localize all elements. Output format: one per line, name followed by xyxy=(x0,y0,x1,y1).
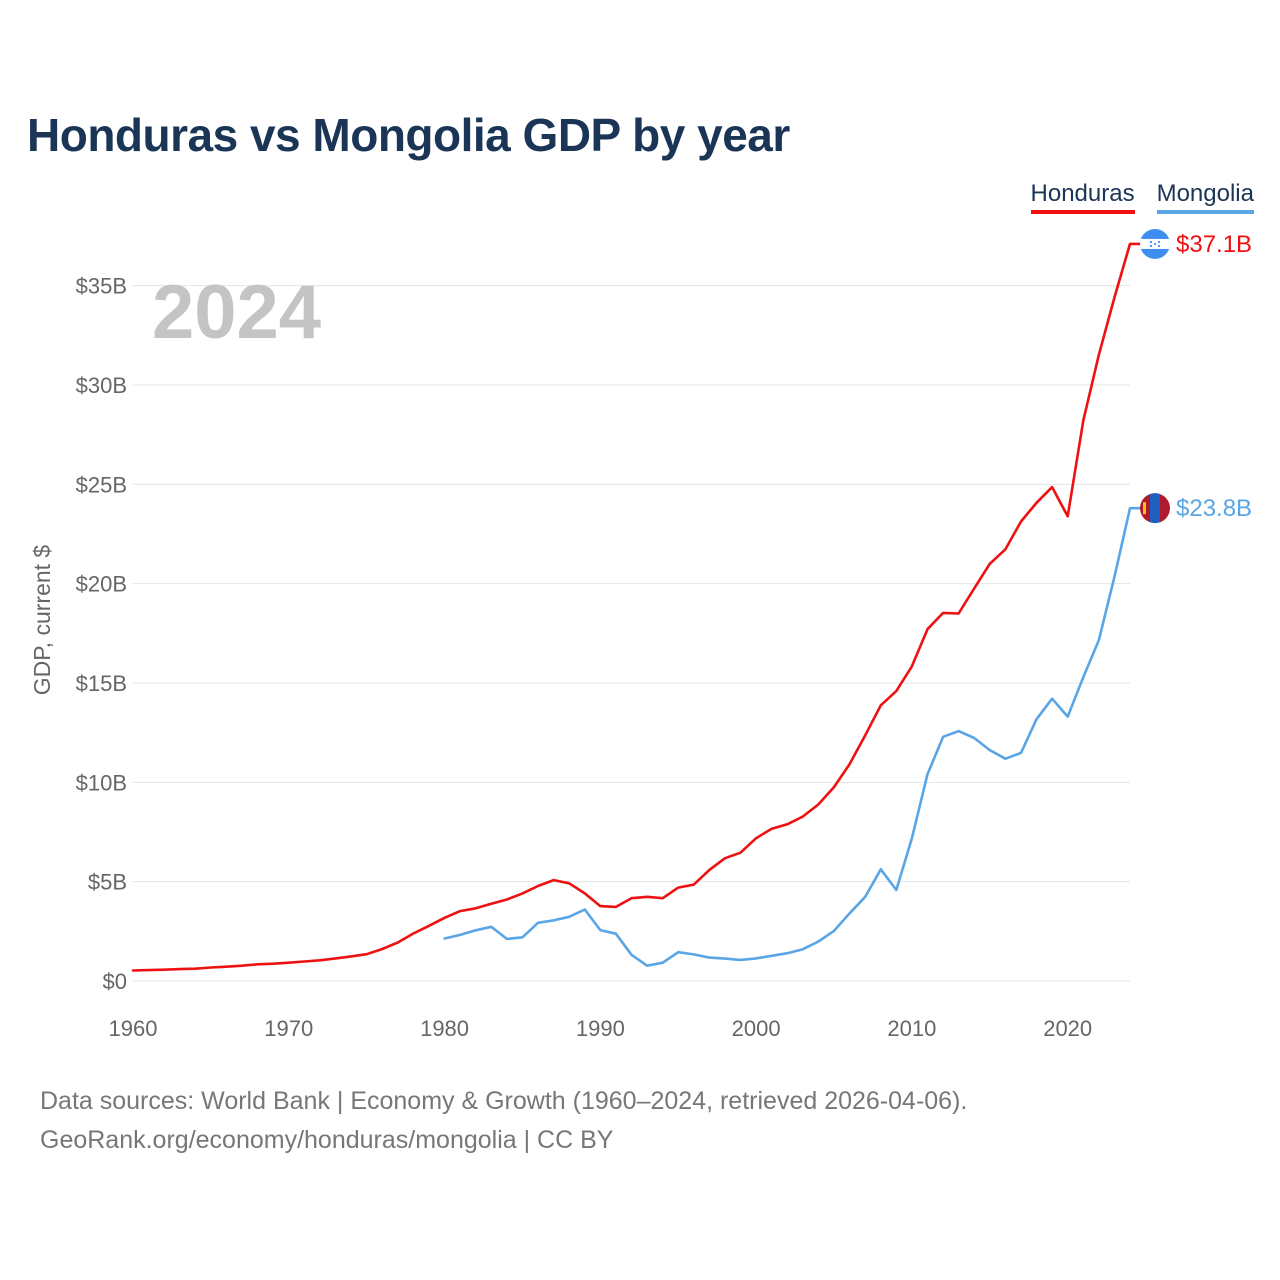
footer-source: Data sources: World Bank | Economy & Gro… xyxy=(40,1087,968,1115)
series-line-honduras[interactable] xyxy=(131,242,1143,972)
legend: Honduras Mongolia xyxy=(1030,180,1254,214)
series-lines xyxy=(131,242,1143,972)
legend-item-mongolia[interactable]: Mongolia xyxy=(1156,180,1254,214)
end-value-label-honduras: $37.1B xyxy=(1176,231,1252,258)
x-tick-label: 1960 xyxy=(109,1016,158,1041)
x-tick-label: 1980 xyxy=(420,1016,469,1041)
end-value-label-mongolia: $23.8B xyxy=(1176,495,1252,522)
legend-item-honduras[interactable]: Honduras xyxy=(1030,180,1135,214)
y-axis: $0 $5B $10B $15B $20B $25B $30B $35B xyxy=(76,274,127,994)
y-tick-label: $30B xyxy=(76,373,127,398)
chart-title: Honduras vs Mongolia GDP by year xyxy=(27,109,790,161)
y-tick-label: $25B xyxy=(76,472,127,497)
footer-credit: GeoRank.org/economy/honduras/mongolia | … xyxy=(40,1126,614,1154)
grid-lines xyxy=(133,285,1130,982)
y-axis-title: GDP, current $ xyxy=(29,545,55,696)
series-endpoints: $37.1B $23.8B xyxy=(1140,228,1252,524)
honduras-flag-icon xyxy=(1140,228,1170,259)
x-tick-label: 2000 xyxy=(732,1016,781,1041)
y-tick-label: $5B xyxy=(88,870,127,895)
x-tick-label: 2020 xyxy=(1043,1016,1092,1041)
x-tick-label: 1990 xyxy=(576,1016,625,1041)
y-tick-label: $35B xyxy=(76,274,127,299)
series-line-mongolia[interactable] xyxy=(443,506,1143,967)
mongolia-flag-icon xyxy=(1140,493,1170,524)
x-tick-label: 2010 xyxy=(887,1016,936,1041)
y-tick-label: $20B xyxy=(76,572,127,597)
y-tick-label: $15B xyxy=(76,671,127,696)
y-tick-label: $10B xyxy=(76,770,127,795)
x-axis: 1960 1970 1980 1990 2000 2010 2020 xyxy=(109,1016,1093,1041)
y-tick-label: $0 xyxy=(103,969,127,994)
x-tick-label: 1970 xyxy=(264,1016,313,1041)
current-year-label: 2024 xyxy=(152,270,321,355)
footer: Data sources: World Bank | Economy & Gro… xyxy=(40,1082,967,1160)
